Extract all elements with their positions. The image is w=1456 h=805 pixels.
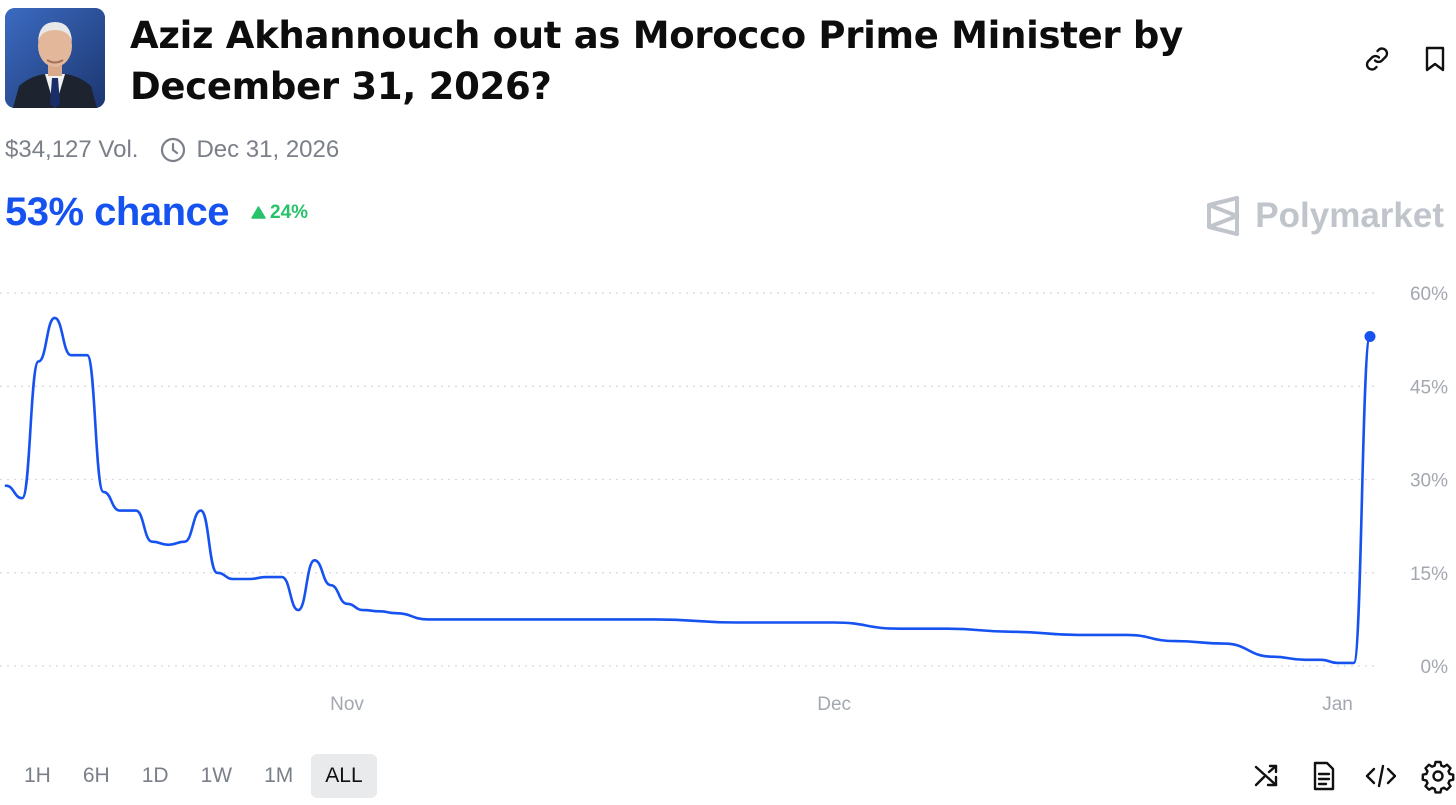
y-tick-label: 30% xyxy=(1410,471,1448,492)
x-axis: Nov Dec Jan xyxy=(330,694,1353,715)
y-tick-label: 45% xyxy=(1410,377,1448,398)
shuffle-icon xyxy=(1254,764,1278,787)
range-button-6h[interactable]: 6H xyxy=(82,764,110,787)
document-button[interactable] xyxy=(1306,758,1342,794)
code-icon xyxy=(1365,764,1397,788)
market-title: Aziz Akhannouch out as Morocco Prime Min… xyxy=(130,14,1183,108)
change-badge: 24% xyxy=(251,202,308,224)
y-tick-label: 60% xyxy=(1410,284,1448,305)
x-tick-label: Jan xyxy=(1322,694,1353,715)
clock-icon xyxy=(161,137,186,163)
chart-grid xyxy=(0,292,1378,667)
brand-name: Polymarket xyxy=(1255,196,1444,235)
time-range-selector: 1H 6H 1D 1W 1M ALL xyxy=(10,754,377,798)
chance-value: 53% chance xyxy=(5,190,230,234)
y-tick-label: 15% xyxy=(1410,564,1448,585)
x-tick-label: Nov xyxy=(330,694,364,715)
range-button-1h[interactable]: 1H xyxy=(24,764,51,787)
shuffle-button[interactable] xyxy=(1249,758,1285,794)
series-line xyxy=(4,316,1372,665)
link-icon[interactable] xyxy=(1362,42,1392,76)
embed-button[interactable] xyxy=(1363,758,1399,794)
settings-button[interactable] xyxy=(1420,758,1456,794)
price-chart[interactable]: 0% 15% 30% 45% 60% Nov Dec Jan xyxy=(0,270,1456,730)
brand-watermark: Polymarket xyxy=(1205,196,1444,236)
range-button-1w[interactable]: 1W xyxy=(200,764,233,787)
range-button-1d[interactable]: 1D xyxy=(141,764,169,787)
bookmark-icon[interactable] xyxy=(1420,42,1450,76)
end-date-text: Dec 31, 2026 xyxy=(196,136,340,163)
triangle-up-icon xyxy=(251,206,266,219)
range-button-1m[interactable]: 1M xyxy=(264,764,294,787)
market-avatar xyxy=(5,8,105,108)
politician-photo xyxy=(5,8,105,108)
change-value: 24% xyxy=(270,201,309,223)
polymarket-logo xyxy=(1207,196,1240,236)
chart-tools xyxy=(1228,758,1456,794)
document-icon xyxy=(1313,761,1335,791)
gear-icon xyxy=(1421,760,1455,794)
y-axis: 0% 15% 30% 45% 60% xyxy=(1410,284,1448,678)
volume-text: $34,127 Vol. xyxy=(5,136,139,163)
x-tick-label: Dec xyxy=(817,694,851,715)
current-value-dot xyxy=(1364,331,1376,343)
range-button-all[interactable]: ALL xyxy=(311,754,377,798)
market-meta: $34,127 Vol. Dec 31, 2026 xyxy=(5,134,339,166)
y-tick-label: 0% xyxy=(1421,657,1449,678)
chance-display: 53% chance 24% xyxy=(5,190,308,235)
